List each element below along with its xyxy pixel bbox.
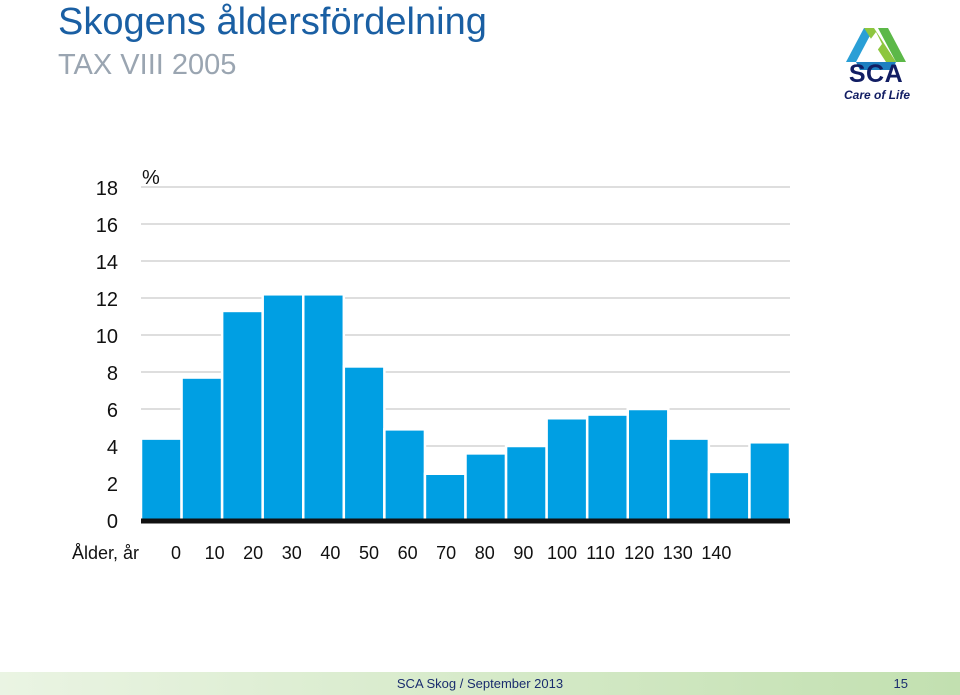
y-tick-label: 18 xyxy=(96,178,118,200)
bar xyxy=(464,452,508,522)
x-tick-label: 30 xyxy=(282,543,302,563)
x-tick-label: 90 xyxy=(513,543,533,563)
x-tick-label: 0 xyxy=(171,543,181,563)
logo-mark-blue-2 xyxy=(856,62,896,70)
y-tick-label: 0 xyxy=(107,511,118,533)
bar xyxy=(261,293,305,522)
bar xyxy=(545,417,589,522)
bar xyxy=(220,309,264,522)
bar xyxy=(748,441,792,522)
x-tick-label: 100 xyxy=(547,543,577,563)
footer-bar xyxy=(0,672,960,695)
bar xyxy=(667,437,711,522)
footer-text: SCA Skog / September 2013 xyxy=(396,676,564,691)
bar xyxy=(585,413,629,522)
bar xyxy=(504,444,548,522)
bar xyxy=(180,376,224,522)
bar xyxy=(383,428,427,522)
x-tick-label: 120 xyxy=(624,543,654,563)
age-distribution-chart: 0 2 4 6 8 10 12 14 16 18 % Ålder, år 0 10 20 30 40 50 60 70… xyxy=(72,167,792,563)
y-tick-label: 8 xyxy=(107,363,118,385)
x-axis-label: Ålder, år xyxy=(72,543,139,563)
page-subtitle: TAX VIII 2005 xyxy=(58,49,237,81)
y-tick-label: 2 xyxy=(107,474,118,496)
bar xyxy=(342,365,386,522)
logo-mark-inner xyxy=(870,32,882,52)
y-tick-label: 12 xyxy=(96,289,118,311)
sca-logo-icon xyxy=(846,28,906,70)
x-tick-label: 130 xyxy=(663,543,693,563)
bar xyxy=(626,407,670,522)
y-tick-label: 4 xyxy=(107,437,118,459)
y-axis-label: % xyxy=(142,167,160,189)
x-tick-label: 140 xyxy=(701,543,731,563)
logo-mark-green-2 xyxy=(878,28,906,62)
logo-tagline: Care of Life xyxy=(843,88,910,102)
y-tick-label: 14 xyxy=(96,252,118,274)
x-tick-label: 20 xyxy=(243,543,263,563)
bar xyxy=(139,437,183,522)
y-tick-label: 16 xyxy=(96,215,118,237)
x-tick-label: 70 xyxy=(436,543,456,563)
page-number: 15 xyxy=(893,676,908,691)
x-tick-label: 50 xyxy=(359,543,379,563)
logo-wordmark: SCA xyxy=(848,60,904,88)
x-tick-label: 10 xyxy=(205,543,225,563)
page-title: Skogens åldersfördelning xyxy=(58,1,487,43)
x-tick-label: 80 xyxy=(475,543,495,563)
y-tick-label: 10 xyxy=(96,326,118,348)
x-tick-label: 110 xyxy=(586,543,615,563)
bar xyxy=(707,470,751,522)
bar xyxy=(302,293,346,522)
y-tick-label: 6 xyxy=(107,400,118,422)
logo-mark-blue xyxy=(846,28,874,62)
x-tick-label: 40 xyxy=(320,543,340,563)
x-tick-label: 60 xyxy=(398,543,418,563)
bar xyxy=(423,472,467,522)
